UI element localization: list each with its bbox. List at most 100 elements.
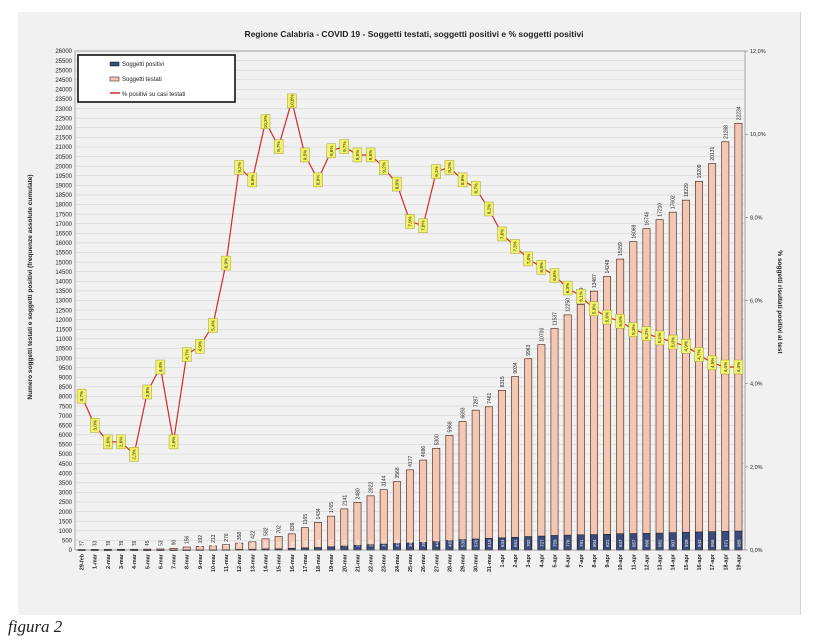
percent-label: 6,8%: [539, 262, 544, 272]
bar-label-positive: 1: [145, 544, 150, 547]
percent-label: 2,3%: [132, 449, 137, 459]
left-tick-label: 12500: [55, 308, 72, 314]
percent-label-box: [405, 214, 415, 229]
percent-label: 5,1%: [657, 333, 662, 343]
percent-label: 9,5%: [368, 150, 373, 160]
chart-frame: Regione Calabria - COVID 19 - Soggetti t…: [18, 12, 801, 615]
percent-label-box: [208, 318, 218, 333]
percent-label: 5,6%: [605, 312, 610, 322]
percent-label-box: [103, 434, 113, 450]
percent-label-box: [444, 160, 455, 175]
bar-tested: [695, 181, 703, 551]
left-tick-label: 8000: [59, 395, 73, 401]
x-tick-label: 11-apr: [631, 553, 637, 570]
percent-label: 3,0%: [92, 420, 97, 430]
legend-swatch-tested: [109, 76, 120, 82]
bar-label-tested: 213: [211, 534, 217, 543]
percent-label: 4,5%: [710, 358, 715, 368]
percent-label-box: [234, 160, 244, 175]
percent-label-box: [326, 143, 336, 159]
x-tick-label: 9-apr: [605, 553, 611, 567]
bar-label-positive: 866: [644, 539, 649, 547]
left-tick-label: 13000: [55, 299, 72, 305]
percent-label-box: [273, 139, 284, 154]
percent-label-box: [313, 172, 323, 188]
x-axis-labels: 29-feb 1-mar 2-mar 3-mar 4-mar 5-mar 6-mar 7-ma…: [80, 553, 743, 572]
percent-label-box: [76, 388, 87, 404]
x-tick-label: 16-apr: [697, 553, 703, 570]
bar-label-positive: 610: [487, 539, 492, 547]
percent-label: 9,7%: [276, 141, 281, 151]
bar-label-tested: 19209: [697, 164, 703, 178]
x-tick-label: 1-apr: [500, 553, 506, 567]
bar-label-positive: 942: [697, 539, 702, 547]
legend-label-percent: % positivi su casi testati: [122, 92, 185, 98]
bar-label-positive: 365: [408, 539, 413, 547]
percent-label: 7,9%: [408, 216, 413, 226]
x-tick-label: 9-mar: [198, 553, 204, 569]
chart-title: Regione Calabria - COVID 19 - Soggetti t…: [244, 29, 583, 39]
bar-label-tested: 4686: [421, 446, 427, 457]
bar-label-tested: 17210: [658, 203, 664, 217]
x-tick-label: 6-mar: [158, 553, 164, 569]
percent-label-box: [628, 322, 639, 337]
left-tick-label: 20000: [55, 164, 72, 170]
percent-label: 9,1%: [434, 166, 439, 176]
percent-label-box: [195, 339, 205, 354]
left-tick-label: 8500: [59, 385, 73, 391]
bar-label-positive: 1: [93, 544, 98, 547]
percent-label: 7,6%: [500, 229, 505, 239]
x-tick-label: 29-feb: [80, 553, 86, 570]
percent-label: 7,3%: [513, 241, 518, 251]
left-tick-label: 7000: [59, 414, 73, 420]
percent-label: 2,6%: [105, 437, 110, 447]
left-tick-label: 3500: [59, 481, 73, 487]
left-tick-label: 22500: [55, 116, 72, 122]
left-tick-label: 16500: [55, 232, 72, 238]
bar-label-positive: 1: [132, 544, 137, 547]
percent-label-box: [300, 147, 310, 163]
bar-positive: [301, 547, 309, 551]
left-tick-label: 19000: [55, 184, 72, 190]
bar-label-positive: 493: [447, 539, 452, 547]
left-tick-label: 7500: [59, 404, 73, 410]
x-tick-label: 10-apr: [618, 553, 624, 570]
x-tick-label: 5-mar: [145, 553, 151, 569]
bar-tested: [537, 344, 546, 551]
bar-label-tested: 21268: [723, 125, 729, 139]
percent-label-box: [365, 147, 376, 163]
percent-label: 10,3%: [263, 115, 268, 128]
bar-label-tested: 5968: [447, 421, 453, 432]
bar-label-tested: 20131: [710, 147, 716, 161]
bar-label-positive: 702: [526, 539, 531, 547]
left-tick-label: 22000: [55, 126, 72, 132]
left-tick-label: 0: [69, 548, 73, 554]
left-tick-label: 5500: [59, 443, 73, 449]
bar-label-tested: 10700: [539, 328, 545, 342]
x-tick-label: 26-mar: [421, 553, 427, 572]
x-tick-label: 12-mar: [237, 553, 243, 572]
percent-label-box: [602, 309, 612, 325]
bar-label-positive: 971: [723, 539, 728, 547]
x-tick-label: 7-mar: [172, 553, 178, 569]
left-tick-label: 6500: [59, 423, 73, 429]
left-tick-label: 9000: [59, 375, 73, 381]
bar-label-tested: 358: [237, 532, 243, 541]
bar-label-tested: 53: [158, 540, 164, 546]
left-tick-label: 10000: [55, 356, 72, 362]
bar-label-positive: 776: [566, 539, 571, 547]
bar-label-tested: 7287: [474, 396, 480, 407]
x-tick-label: 12-apr: [644, 553, 650, 570]
bar-label-positive: 634: [500, 539, 505, 547]
bar-label-positive: 661: [513, 539, 518, 547]
bar-label-tested: 11537: [553, 312, 559, 326]
plot-border: [74, 50, 746, 551]
bar-tested: [406, 469, 414, 551]
left-tick-label: 15000: [55, 260, 72, 266]
right-axis-ticks: 0,0% 2,0% 4,0% 6,0% 8,0% 10,0% 12,0%: [745, 49, 766, 554]
left-tick-label: 13500: [55, 289, 72, 295]
bar-label-positive: 821: [605, 539, 610, 547]
bar-tested: [590, 290, 598, 551]
bar-label-tested: 5300: [434, 434, 440, 445]
percent-label-box: [654, 330, 665, 346]
